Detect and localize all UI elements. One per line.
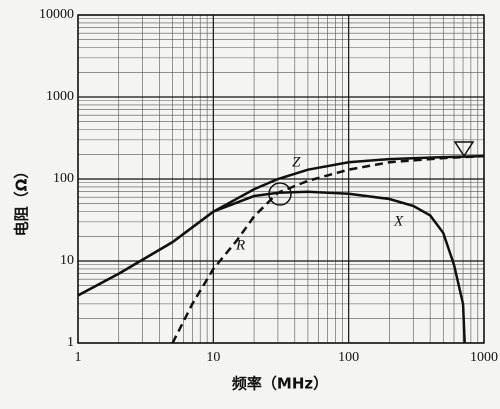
series-line bbox=[77, 190, 466, 344]
marker-triangle bbox=[453, 141, 475, 158]
x-tick-label: 100 bbox=[338, 350, 359, 365]
series-label: R bbox=[235, 237, 245, 253]
y-tick-label: 10000 bbox=[39, 7, 74, 22]
x-tick-label: 1000 bbox=[470, 350, 498, 365]
y-tick-label: 100 bbox=[53, 171, 74, 186]
y-axis-label: 电阻（Ω） bbox=[13, 164, 31, 237]
x-axis-label: 频率（MHz） bbox=[232, 375, 328, 393]
series-line bbox=[171, 154, 485, 344]
series-label: X bbox=[393, 213, 404, 229]
x-tick-label: 1 bbox=[75, 350, 82, 365]
x-tick-label: 10 bbox=[206, 350, 220, 365]
y-tick-label: 1000 bbox=[46, 89, 74, 104]
plot-frame bbox=[77, 14, 485, 344]
series-label: Z bbox=[292, 154, 301, 170]
y-tick-label: 10 bbox=[60, 253, 74, 268]
y-tick-label: 1 bbox=[67, 335, 74, 350]
